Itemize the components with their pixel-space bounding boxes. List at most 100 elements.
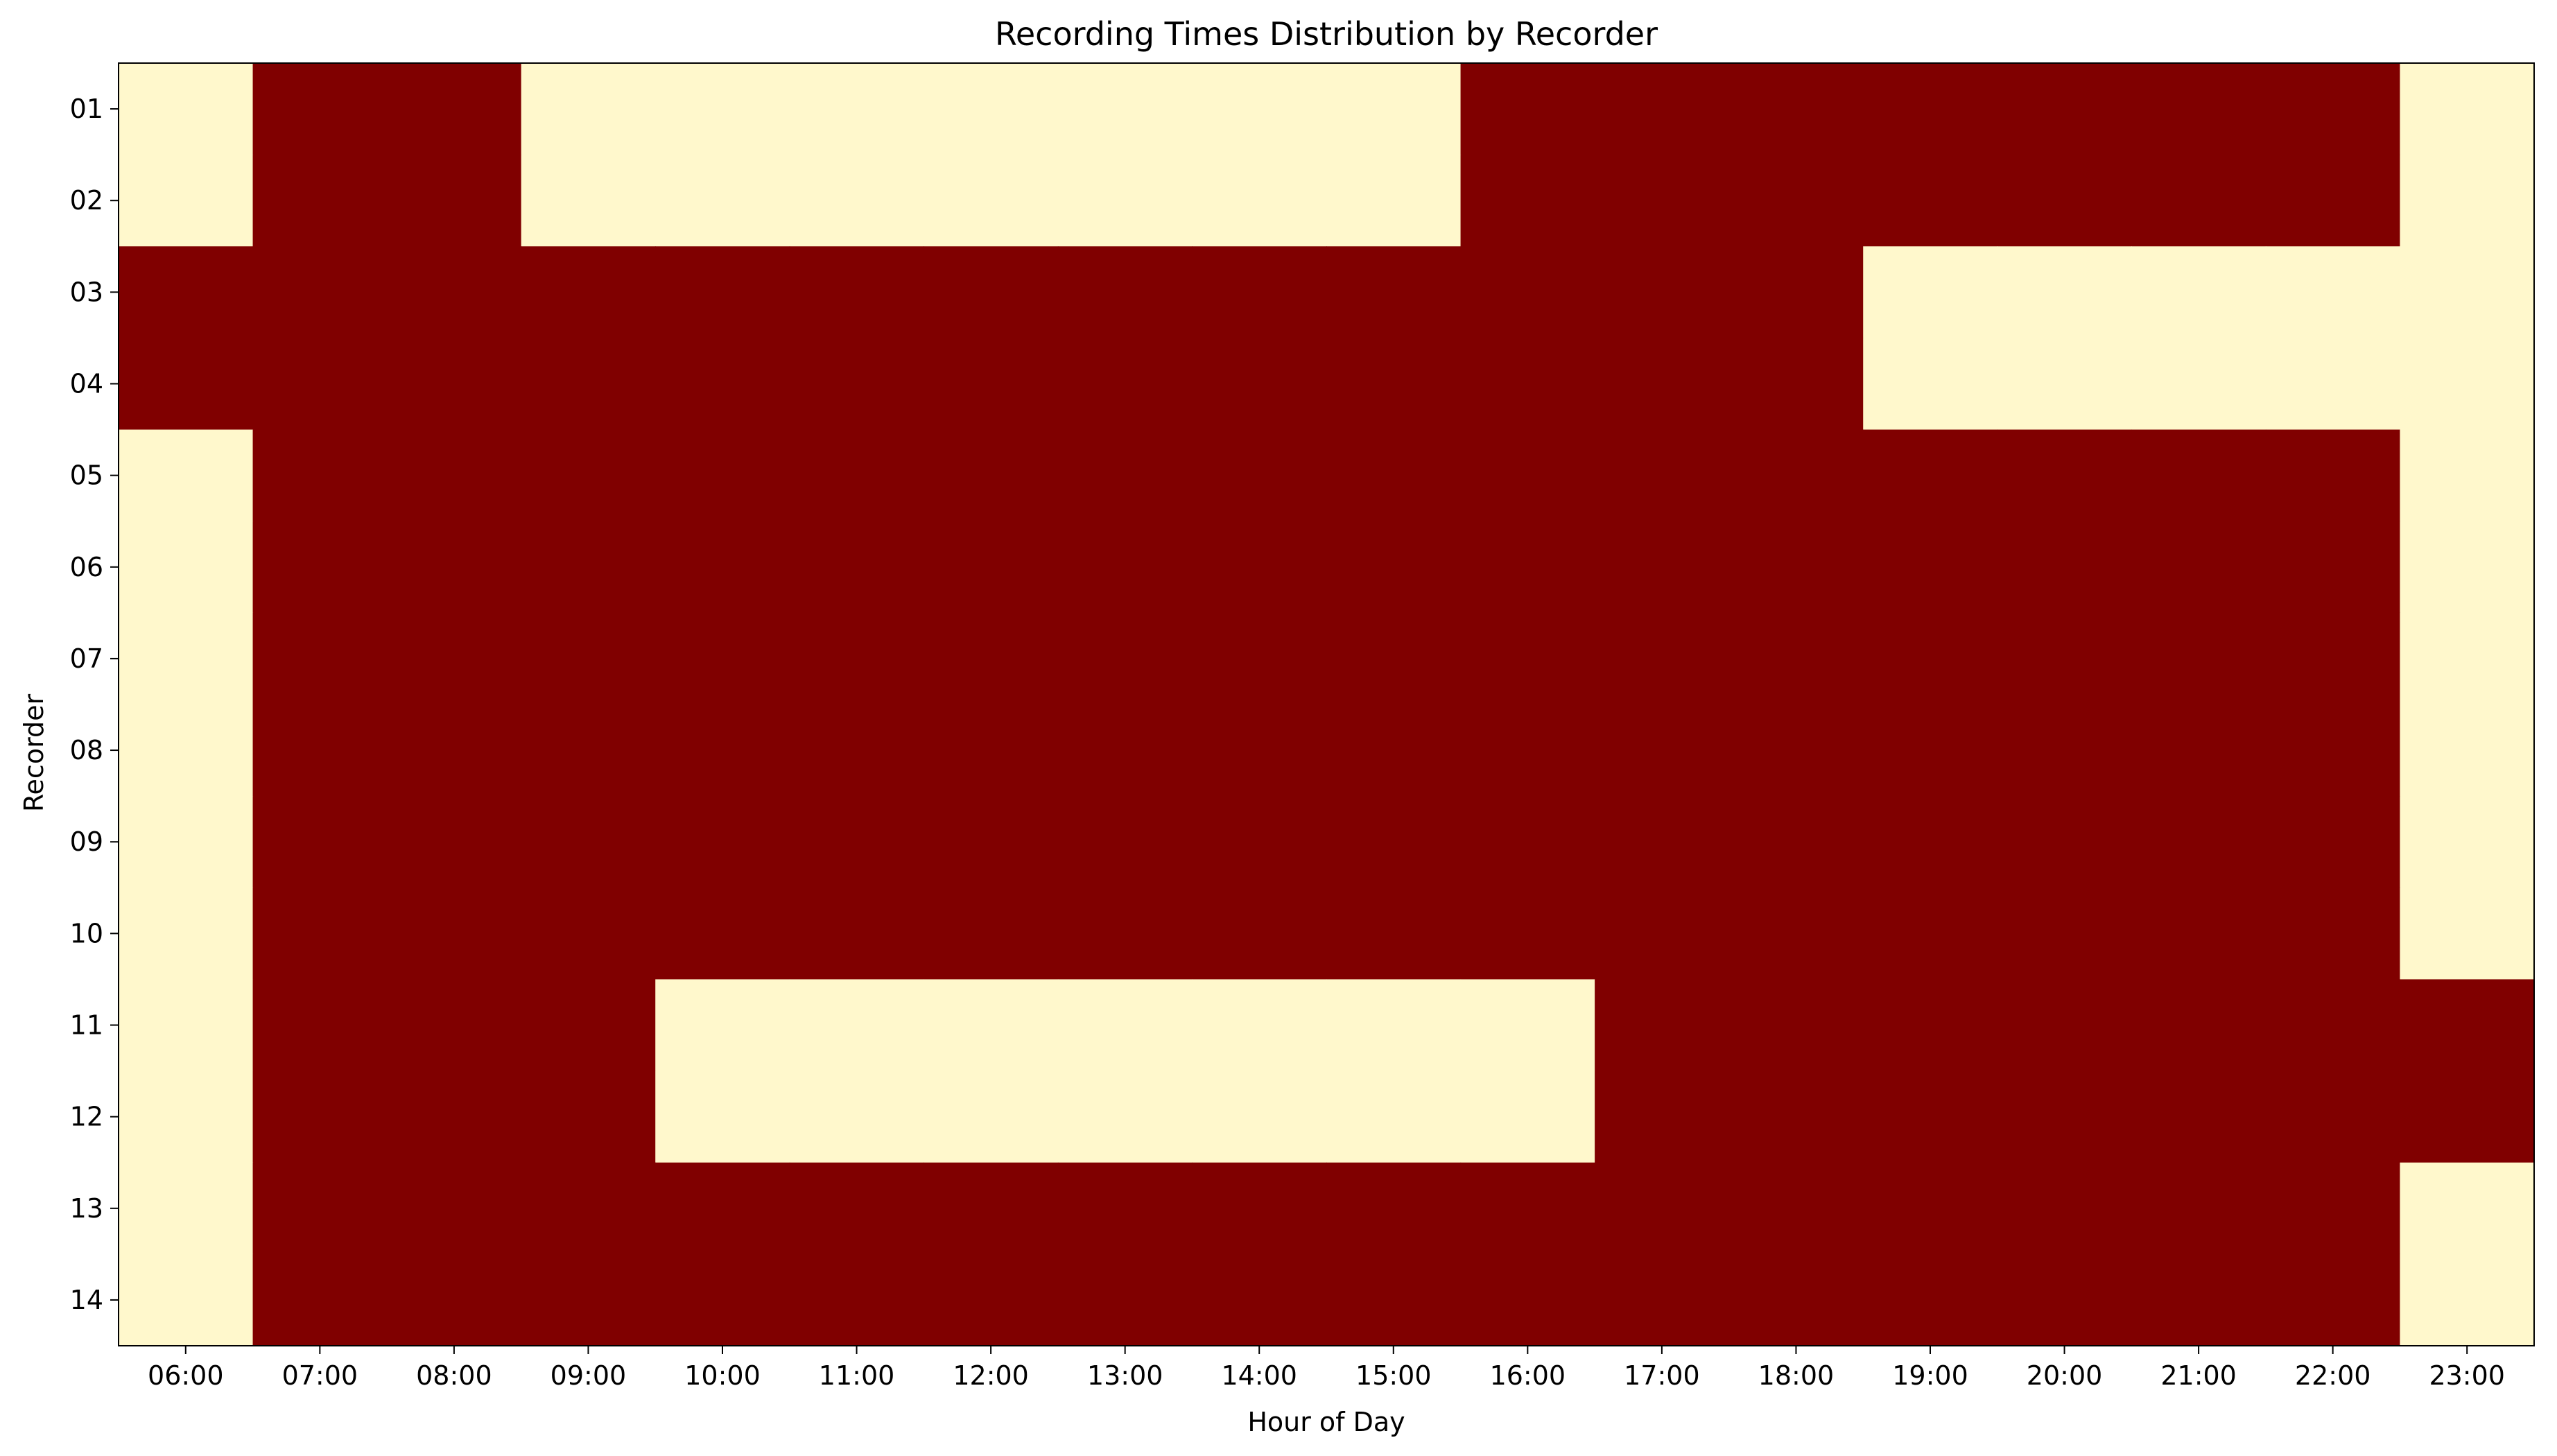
- heatmap-cell-14-22:00: [2265, 1254, 2401, 1346]
- x-tick-label: 12:00: [953, 1360, 1029, 1391]
- heatmap-cell-10-16:00: [1460, 887, 1595, 980]
- heatmap-cell-05-17:00: [1595, 429, 1730, 522]
- heatmap-cell-06-21:00: [2131, 521, 2266, 614]
- x-tick-label: 14:00: [1221, 1360, 1297, 1391]
- heatmap-cell-05-22:00: [2265, 429, 2401, 522]
- heatmap-cell-04-07:00: [252, 338, 388, 431]
- heatmap-cell-12-15:00: [1326, 1071, 1462, 1163]
- y-tick-label: 10: [70, 918, 103, 948]
- heatmap-cell-06-19:00: [1863, 521, 1998, 614]
- heatmap-cell-05-20:00: [1997, 429, 2132, 522]
- heatmap-cell-01-09:00: [521, 63, 656, 155]
- heatmap-cell-05-16:00: [1460, 429, 1595, 522]
- heatmap-cell-03-16:00: [1460, 246, 1595, 339]
- heatmap-cell-14-16:00: [1460, 1254, 1595, 1346]
- heatmap-cells: [119, 63, 2535, 1346]
- x-tick-label: 22:00: [2295, 1360, 2371, 1391]
- heatmap-cell-11-10:00: [655, 979, 790, 1072]
- heatmap-cell-04-10:00: [655, 338, 790, 431]
- heatmap-cell-09-23:00: [2400, 796, 2535, 888]
- heatmap-cell-08-08:00: [387, 704, 522, 797]
- heatmap-cell-14-21:00: [2131, 1254, 2266, 1346]
- heatmap-cell-07-20:00: [1997, 612, 2132, 705]
- heatmap-cell-01-15:00: [1326, 63, 1462, 155]
- heatmap-cell-13-16:00: [1460, 1162, 1595, 1255]
- heatmap-cell-13-13:00: [1057, 1162, 1193, 1255]
- heatmap-cell-05-09:00: [521, 429, 656, 522]
- heatmap-cell-03-14:00: [1192, 246, 1327, 339]
- heatmap-cell-02-22:00: [2265, 155, 2401, 247]
- heatmap-cell-03-06:00: [119, 246, 254, 339]
- heatmap-cell-02-16:00: [1460, 155, 1595, 247]
- heatmap-cell-12-11:00: [789, 1071, 924, 1163]
- heatmap-cell-11-09:00: [521, 979, 656, 1072]
- heatmap-cell-14-08:00: [387, 1254, 522, 1346]
- heatmap-cell-07-08:00: [387, 612, 522, 705]
- heatmap-cell-06-20:00: [1997, 521, 2132, 614]
- x-tick-label: 11:00: [819, 1360, 895, 1391]
- heatmap-cell-09-13:00: [1057, 796, 1193, 888]
- heatmap-cell-05-06:00: [119, 429, 254, 522]
- heatmap-cell-06-23:00: [2400, 521, 2535, 614]
- heatmap-cell-03-23:00: [2400, 246, 2535, 339]
- heatmap-cell-05-23:00: [2400, 429, 2535, 522]
- heatmap-cell-12-18:00: [1728, 1071, 1864, 1163]
- heatmap-cell-07-07:00: [252, 612, 388, 705]
- heatmap-cell-14-09:00: [521, 1254, 656, 1346]
- heatmap-cell-02-18:00: [1728, 155, 1864, 247]
- heatmap-cell-03-15:00: [1326, 246, 1462, 339]
- heatmap-cell-01-11:00: [789, 63, 924, 155]
- heatmap-cell-04-22:00: [2265, 338, 2401, 431]
- heatmap-cell-02-19:00: [1863, 155, 1998, 247]
- x-tick-label: 06:00: [148, 1360, 224, 1391]
- heatmap-cell-06-08:00: [387, 521, 522, 614]
- heatmap-cell-13-07:00: [252, 1162, 388, 1255]
- heatmap-cell-03-21:00: [2131, 246, 2266, 339]
- heatmap-cell-11-18:00: [1728, 979, 1864, 1072]
- heatmap-cell-13-22:00: [2265, 1162, 2401, 1255]
- heatmap-cell-09-15:00: [1326, 796, 1462, 888]
- heatmap-cell-12-14:00: [1192, 1071, 1327, 1163]
- y-tick-label: 05: [70, 460, 103, 491]
- y-tick-label: 01: [70, 94, 103, 124]
- heatmap-cell-02-14:00: [1192, 155, 1327, 247]
- heatmap-cell-04-12:00: [924, 338, 1059, 431]
- heatmap-cell-09-06:00: [119, 796, 254, 888]
- heatmap-cell-04-18:00: [1728, 338, 1864, 431]
- heatmap-cell-09-08:00: [387, 796, 522, 888]
- heatmap-cell-11-13:00: [1057, 979, 1193, 1072]
- heatmap-cell-02-07:00: [252, 155, 388, 247]
- heatmap-cell-14-12:00: [924, 1254, 1059, 1346]
- x-tick-label: 19:00: [1892, 1360, 1968, 1391]
- heatmap-cell-04-08:00: [387, 338, 522, 431]
- heatmap-cell-04-06:00: [119, 338, 254, 431]
- heatmap-cell-01-10:00: [655, 63, 790, 155]
- heatmap-cell-02-20:00: [1997, 155, 2132, 247]
- heatmap-cell-01-06:00: [119, 63, 254, 155]
- heatmap-cell-05-07:00: [252, 429, 388, 522]
- heatmap-cell-13-18:00: [1728, 1162, 1864, 1255]
- heatmap-cell-08-12:00: [924, 704, 1059, 797]
- heatmap-cell-06-06:00: [119, 521, 254, 614]
- heatmap-cell-13-17:00: [1595, 1162, 1730, 1255]
- heatmap-cell-03-18:00: [1728, 246, 1864, 339]
- y-tick-label: 11: [70, 1010, 103, 1041]
- heatmap-cell-08-13:00: [1057, 704, 1193, 797]
- heatmap-cell-07-11:00: [789, 612, 924, 705]
- heatmap-cell-03-08:00: [387, 246, 522, 339]
- heatmap-cell-13-20:00: [1997, 1162, 2132, 1255]
- heatmap-cell-06-14:00: [1192, 521, 1327, 614]
- heatmap-cell-08-07:00: [252, 704, 388, 797]
- heatmap-cell-02-13:00: [1057, 155, 1193, 247]
- heatmap-cell-10-23:00: [2400, 887, 2535, 980]
- heatmap-cell-03-07:00: [252, 246, 388, 339]
- heatmap-cell-08-21:00: [2131, 704, 2266, 797]
- heatmap-cell-10-21:00: [2131, 887, 2266, 980]
- heatmap-cell-07-19:00: [1863, 612, 1998, 705]
- heatmap-cell-13-12:00: [924, 1162, 1059, 1255]
- heatmap-cell-06-15:00: [1326, 521, 1462, 614]
- heatmap-cell-02-09:00: [521, 155, 656, 247]
- heatmap-cell-11-23:00: [2400, 979, 2535, 1072]
- heatmap-cell-07-23:00: [2400, 612, 2535, 705]
- heatmap-cell-12-12:00: [924, 1071, 1059, 1163]
